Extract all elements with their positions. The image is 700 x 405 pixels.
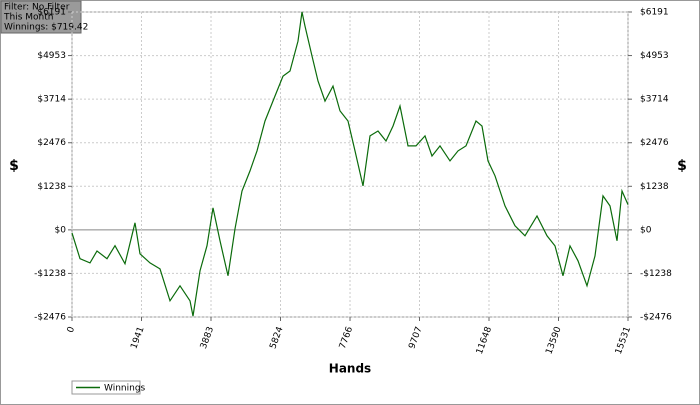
x-axis-label: Hands	[329, 362, 371, 376]
y-axis-label: $	[9, 158, 19, 174]
y2-axis-label: $	[677, 158, 687, 174]
y2-tick-label: $4953	[640, 51, 669, 61]
legend	[71, 380, 141, 395]
info-line: Winnings: $719.42	[4, 23, 88, 33]
y-tick-label: -$1238	[34, 269, 66, 279]
y2-tick-label: -$2476	[640, 313, 672, 323]
y2-tick-label: $1238	[640, 182, 669, 192]
y-tick-label: $0	[55, 225, 67, 235]
y-tick-label: $4953	[37, 51, 66, 61]
y2-tick-label: -$1238	[640, 269, 672, 279]
y-tick-label: $3714	[37, 95, 66, 105]
info-box: Filter: No Filter This Month Winnings: $…	[0, 0, 88, 34]
y2-tick-label: $6191	[640, 8, 669, 18]
y2-tick-label: $0	[640, 225, 652, 235]
y2-tick-label: $3714	[640, 95, 669, 105]
y-tick-label: -$2476	[34, 313, 66, 323]
line	[71, 11, 629, 317]
info-line: This Month	[3, 13, 53, 23]
legend-label: Winnings	[104, 384, 146, 394]
y-tick-label: $1238	[37, 182, 66, 192]
x-tick-label: 0	[66, 325, 77, 334]
y2-tick-label: $2476	[640, 138, 669, 148]
y-tick-label: $6191	[37, 8, 66, 18]
info-line: Filter: No Filter	[4, 3, 70, 13]
y-tick-label: $2476	[37, 138, 66, 148]
info-background	[0, 0, 82, 34]
